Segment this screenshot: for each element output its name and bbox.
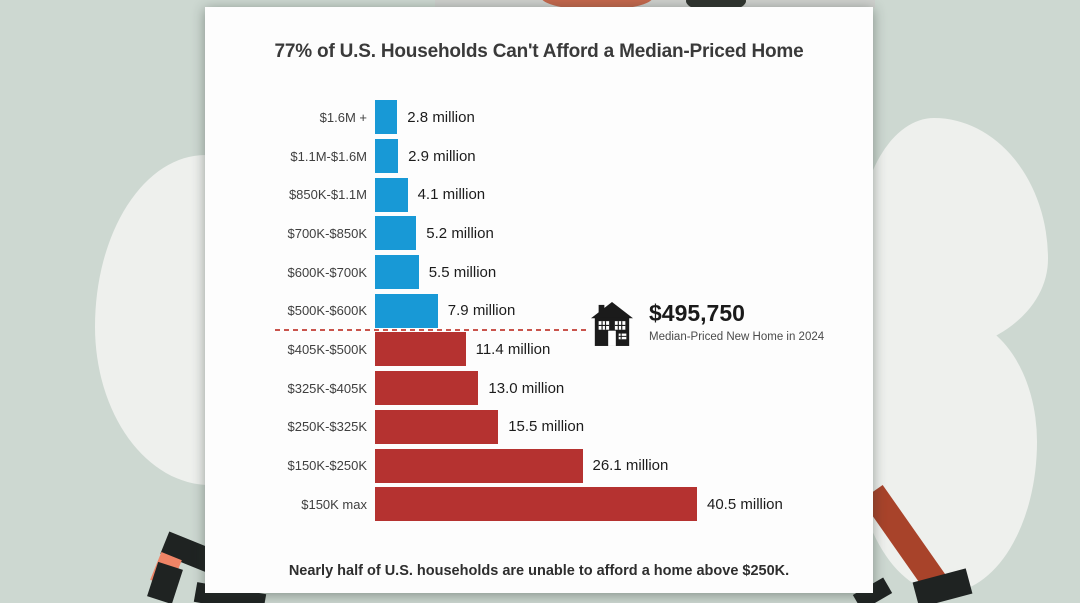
value-label: 15.5 million xyxy=(508,418,585,436)
bar-row: $600K-$700K 5.5 million xyxy=(205,253,873,292)
bar-row: $405K-$500K 11.4 million xyxy=(205,330,873,369)
median-divider xyxy=(275,329,587,331)
bar-row: $850K-$1.1M 4.1 million xyxy=(205,175,873,214)
median-price-label: Median-Priced New Home in 2024 xyxy=(649,331,825,344)
category-label: $1.6M + xyxy=(319,109,367,125)
bar-row: $700K-$850K 5.2 million xyxy=(205,214,873,253)
median-annotation-text: $495,750 Median-Priced New Home in 2024 xyxy=(649,300,825,344)
background-strip xyxy=(435,0,875,8)
bar xyxy=(375,371,479,406)
category-label: $500K-$600K xyxy=(287,303,367,319)
bar-row: $500K-$600K 7.9 million xyxy=(205,291,873,330)
bar-chart: $1.6M + 2.8 million $1.1M-$1.6M 2.9 million… xyxy=(205,98,873,524)
value-label: 40.5 million xyxy=(707,495,783,513)
value-label: 5.5 million xyxy=(428,263,497,281)
category-label: $850K-$1.1M xyxy=(288,187,367,203)
bar xyxy=(375,177,408,212)
value-label: 7.9 million xyxy=(447,302,516,320)
category-label: $405K-$500K xyxy=(287,341,367,357)
value-label: 2.9 million xyxy=(408,147,476,165)
bar xyxy=(375,139,399,174)
chart-card: 77% of U.S. Households Can't Afford a Me… xyxy=(205,7,873,593)
category-label: $150K max xyxy=(301,496,367,512)
value-label: 26.1 million xyxy=(592,457,669,475)
chart-title: 77% of U.S. Households Can't Afford a Me… xyxy=(274,41,804,62)
category-label: $150K-$250K xyxy=(287,458,367,474)
median-price-value: $495,750 xyxy=(649,300,745,326)
bar xyxy=(375,100,398,135)
bar xyxy=(375,448,583,483)
house-icon xyxy=(591,302,633,346)
bar xyxy=(375,255,419,290)
value-label: 13.0 million xyxy=(488,379,565,397)
bar-row: $1.6M + 2.8 million xyxy=(205,98,873,137)
bar-row: $150K max 40.5 million xyxy=(205,485,873,524)
chart-footnote: Nearly half of U.S. households are unabl… xyxy=(288,563,790,579)
median-annotation: $495,750 Median-Priced New Home in 2024 xyxy=(591,300,825,347)
value-label: 5.2 million xyxy=(426,224,494,242)
category-label: $1.1M-$1.6M xyxy=(290,148,367,164)
bar xyxy=(375,332,466,367)
bar-row: $1.1M-$1.6M 2.9 million xyxy=(205,137,873,176)
character-left-shoe xyxy=(147,561,183,603)
category-label: $600K-$700K xyxy=(287,264,367,280)
character-head-icon xyxy=(541,0,653,10)
bar xyxy=(375,409,499,444)
white-blob-right-bottom xyxy=(852,318,1037,593)
category-label: $700K-$850K xyxy=(287,225,367,241)
bar-row: $325K-$405K 13.0 million xyxy=(205,369,873,408)
bar xyxy=(375,487,697,522)
bar xyxy=(375,293,438,328)
category-label: $325K-$405K xyxy=(287,380,367,396)
bar-row: $250K-$325K 15.5 million xyxy=(205,408,873,447)
bar-row: $150K-$250K 26.1 million xyxy=(205,446,873,485)
bar xyxy=(375,216,417,251)
value-label: 2.8 million xyxy=(407,108,475,126)
value-label: 11.4 million xyxy=(475,340,551,358)
value-label: 4.1 million xyxy=(417,186,486,204)
category-label: $250K-$325K xyxy=(287,419,367,435)
